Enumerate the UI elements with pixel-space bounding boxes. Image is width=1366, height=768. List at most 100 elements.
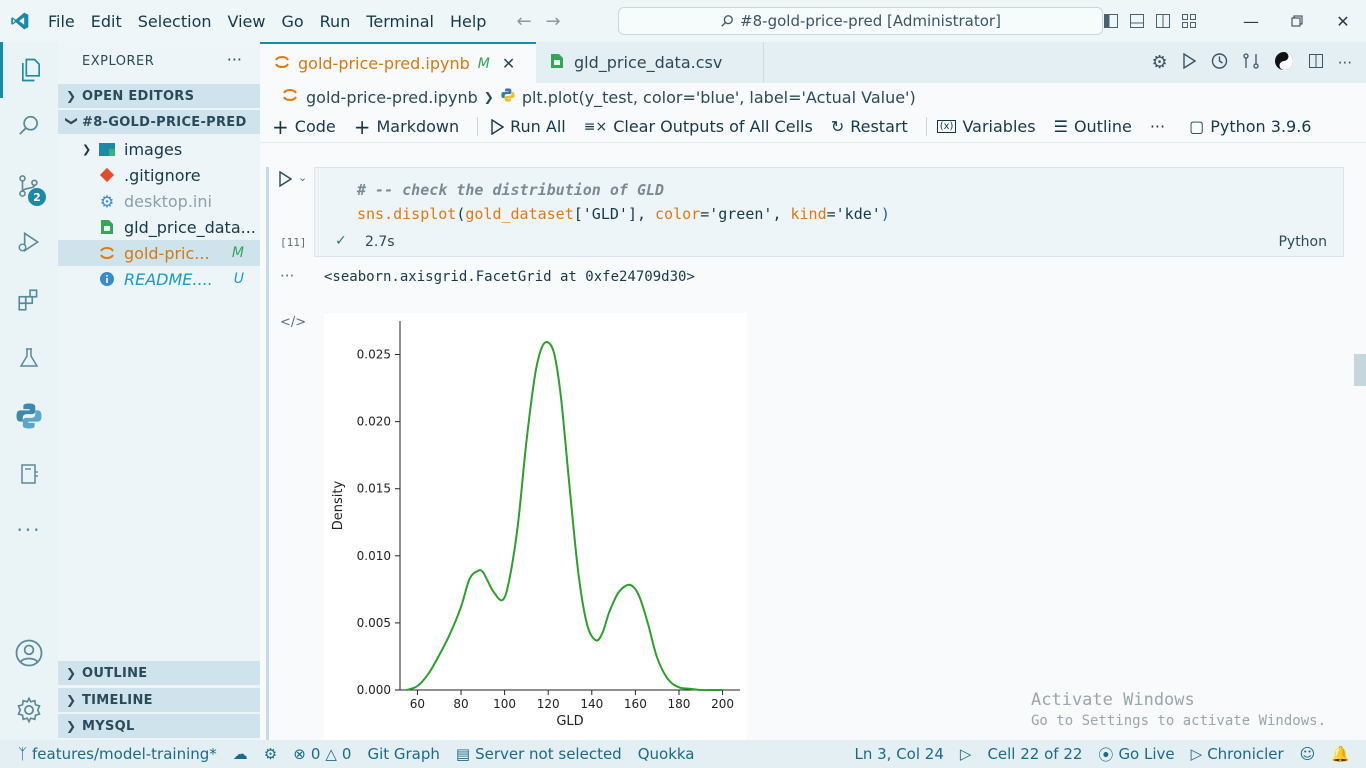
toggle-primary-sidebar-icon[interactable] (1098, 0, 1124, 42)
live-share-icon[interactable]: ⚙ (263, 745, 278, 763)
sync-icon[interactable]: ☁ (232, 745, 248, 763)
add-code-cell-button[interactable]: + Code (272, 114, 336, 139)
server-status[interactable]: ▤ Server not selected (455, 745, 622, 763)
clear-outputs-button[interactable]: ≡× Clear Outputs of All Cells (583, 117, 813, 136)
execute-dropdown-icon[interactable]: ⌄ (298, 171, 308, 184)
menu-view[interactable]: View (227, 11, 266, 31)
source-control-icon[interactable]: 2 (0, 158, 58, 214)
kernel-picker[interactable]: ▢ Python 3.9.6 (1189, 117, 1312, 136)
menu-terminal[interactable]: Terminal (366, 11, 434, 31)
code-cell[interactable]: # -- check the distribution of GLD sns.d… (314, 167, 1344, 257)
chronicler-button[interactable]: ▷ Chronicler (1190, 745, 1284, 763)
jupyter-icon (96, 245, 118, 261)
git-icon (96, 167, 118, 183)
minimize-button[interactable]: — (1243, 11, 1259, 31)
restart-button[interactable]: ↻ Restart (830, 117, 908, 136)
folder-section[interactable]: ❯ #8-GOLD-PRICE-PRED (58, 110, 260, 134)
outline-button[interactable]: ☰ Outline (1053, 117, 1132, 136)
open-editors-section[interactable]: ❯ OPEN EDITORS (58, 84, 260, 108)
close-tab-icon[interactable]: ✕ (501, 54, 516, 73)
menu-edit[interactable]: Edit (90, 11, 122, 31)
branch-status[interactable]: ᛉ features/model-training* (18, 745, 217, 763)
variables-button[interactable]: (x) Variables (925, 117, 1036, 136)
run-cell-icon[interactable] (278, 170, 293, 191)
x-tick-label: 160 (624, 697, 647, 711)
play-icon: ▷ (1190, 745, 1203, 763)
tree-item-desktop-ini[interactable]: ⚙ desktop.ini (58, 188, 260, 214)
csv-file-icon (550, 53, 564, 73)
tab-csv[interactable]: gld_price_data.csv (536, 42, 764, 83)
tree-item-notebook[interactable]: gold-pric... M (58, 240, 260, 266)
accounts-status-icon[interactable]: ☺ (1299, 745, 1316, 763)
git-graph-status[interactable]: Git Graph (367, 745, 440, 763)
theme-toggle-icon[interactable] (1274, 51, 1294, 75)
breadcrumb-symbol[interactable]: plt.plot(y_test, color='blue', label='Ac… (521, 87, 916, 107)
search-icon (721, 15, 733, 27)
notifications-bell-icon[interactable]: 🔔 (1331, 745, 1350, 763)
explorer-more-actions-icon[interactable]: ··· (226, 50, 242, 69)
menu-go[interactable]: Go (281, 11, 304, 31)
mysql-section[interactable]: ❯ MYSQL (58, 714, 260, 738)
quokka-status[interactable]: Quokka (637, 745, 695, 763)
x-tick-label: 200 (711, 697, 734, 711)
plus-icon: + (353, 114, 371, 139)
cell-position[interactable]: Cell 22 of 22 (987, 745, 1083, 763)
menu-selection[interactable]: Selection (137, 11, 212, 31)
editor-tab-bar: gold-price-pred.ipynb M ✕ gld_price_data… (260, 42, 1366, 83)
tree-item-images[interactable]: ❯ images (82, 139, 183, 159)
compare-changes-icon[interactable] (1242, 52, 1260, 74)
gear-icon[interactable]: ⚙ (1151, 52, 1168, 73)
command-center-search[interactable]: #8-gold-price-pred [Administrator] (618, 7, 1103, 35)
run-all-button[interactable]: Run All (477, 117, 566, 136)
list-icon: ☰ (1053, 117, 1068, 136)
tree-item-csv[interactable]: gld_price_data... (58, 214, 260, 240)
toggle-panel-icon[interactable] (1124, 0, 1150, 42)
extensions-icon[interactable] (0, 272, 58, 328)
accounts-icon[interactable] (0, 625, 58, 681)
python-icon[interactable] (0, 388, 58, 444)
close-window-button[interactable]: ✕ (1336, 11, 1350, 31)
customize-layout-icon[interactable] (1176, 0, 1202, 42)
clear-all-icon: ≡× (583, 118, 608, 135)
go-live-button[interactable]: ⦿ Go Live (1098, 745, 1175, 764)
tree-item-gitignore[interactable]: .gitignore (58, 162, 260, 188)
notebook-layout-icon[interactable]: ▷ (959, 745, 972, 763)
notebook-icon[interactable] (0, 446, 58, 502)
restore-button[interactable] (1274, 0, 1320, 42)
settings-gear-icon[interactable] (0, 682, 58, 738)
search-icon[interactable] (0, 98, 58, 154)
more-actions-icon[interactable]: ··· (1337, 53, 1352, 72)
outline-section[interactable]: ❯ OUTLINE (58, 661, 260, 685)
testing-flask-icon[interactable] (0, 330, 58, 386)
menu-run[interactable]: Run (319, 11, 351, 31)
problems-status[interactable]: ⊗ 0 △ 0 (293, 745, 352, 763)
chevron-down-icon: ❯ (65, 116, 79, 127)
kde-plot: 60 80 100 120 140 160 180 200 0.000 0.005 0.010 0.0… (324, 313, 747, 740)
run-debug-icon[interactable] (0, 214, 58, 270)
tab-notebook[interactable]: gold-price-pred.ipynb M ✕ (260, 42, 536, 83)
add-markdown-cell-button[interactable]: + Markdown (353, 114, 460, 139)
cursor-position[interactable]: Ln 3, Col 24 (854, 745, 944, 763)
toolbar-more-icon[interactable]: ··· (1149, 117, 1166, 136)
history-icon[interactable] (1210, 52, 1228, 74)
run-icon[interactable] (1182, 52, 1196, 73)
csv-file-icon (96, 219, 118, 235)
breadcrumb-file[interactable]: gold-price-pred.ipynb (306, 87, 478, 107)
timeline-section[interactable]: ❯ TIMELINE (58, 688, 260, 712)
gear-file-icon: ⚙ (99, 191, 115, 211)
forward-arrow-icon[interactable]: → (545, 10, 561, 32)
explorer-icon[interactable] (0, 42, 58, 98)
split-editor-icon[interactable] (1308, 53, 1324, 73)
x-tick-label: 180 (668, 697, 691, 711)
output-more-icon[interactable]: ··· (280, 267, 295, 285)
toggle-secondary-sidebar-icon[interactable] (1150, 0, 1176, 42)
tree-item-readme[interactable]: README.... U (58, 266, 260, 292)
cell-language[interactable]: Python (1278, 234, 1327, 250)
output-renderer-icon[interactable]: </> (280, 315, 307, 330)
menu-help[interactable]: Help (449, 11, 487, 31)
scrollbar-thumb[interactable] (1354, 354, 1366, 386)
back-arrow-icon[interactable]: ← (516, 10, 532, 32)
untracked-badge: U (233, 271, 244, 287)
menu-file[interactable]: File (48, 11, 75, 31)
more-views-icon[interactable]: ··· (16, 518, 42, 542)
